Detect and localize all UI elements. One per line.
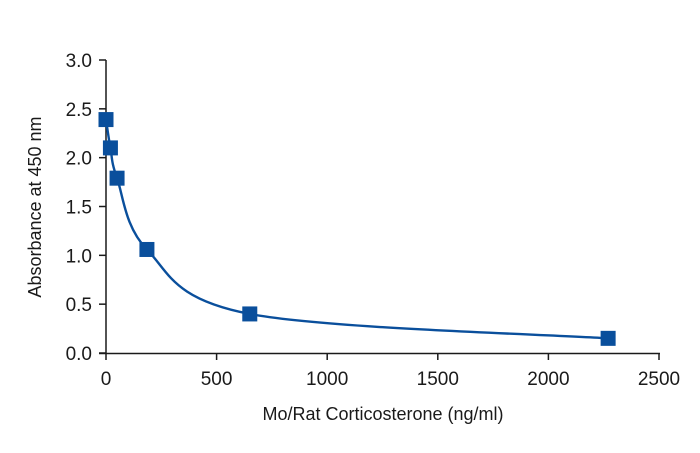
data-point-marker: [139, 241, 155, 257]
y-tick-label: 1.5: [66, 198, 92, 219]
y-tick-label: 0.5: [66, 295, 92, 316]
x-tick-label: 2000: [527, 369, 569, 390]
series-markers: [98, 112, 616, 346]
x-tick-label: 1500: [417, 369, 459, 390]
data-point-marker: [109, 170, 125, 186]
y-axis-title: Absorbance at 450 nm: [25, 116, 45, 297]
y-tick-label: 0.0: [66, 344, 92, 365]
data-point-marker: [102, 140, 118, 156]
data-point-marker: [600, 330, 616, 346]
series-curve: [104, 119, 609, 340]
x-ticks: 0 500 1000 1500 2000 2500: [101, 353, 680, 390]
y-tick-label: 1.0: [66, 246, 92, 267]
y-tick-label: 2.5: [66, 100, 92, 121]
x-tick-label: 0: [101, 369, 112, 390]
axes: [99, 60, 660, 355]
x-axis-title: Mo/Rat Corticosterone (ng/ml): [262, 404, 503, 424]
x-tick-label: 500: [201, 369, 233, 390]
x-tick-label: 2500: [638, 369, 680, 390]
x-tick-label: 1000: [306, 369, 348, 390]
data-point-marker: [98, 112, 114, 128]
y-ticks: 0.0 0.5 1.0 1.5 2.0 2.5 3.0: [66, 51, 106, 365]
y-tick-label: 3.0: [66, 51, 92, 72]
y-tick-label: 2.0: [66, 149, 92, 170]
data-point-marker: [242, 306, 258, 322]
